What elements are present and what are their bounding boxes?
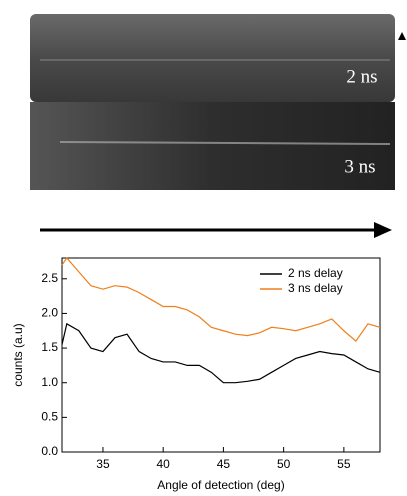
arrow-tip (398, 32, 406, 40)
y-tick-label: 2.5 (41, 271, 58, 285)
legend-label: 2 ns delay (288, 266, 343, 280)
legend-label: 3 ns delay (288, 281, 343, 295)
image-stripe (59, 141, 391, 145)
x-tick-label: 45 (217, 457, 231, 471)
y-tick-label: 1.5 (41, 340, 58, 354)
image-panel-2ns (30, 14, 395, 102)
x-tick-label: 55 (337, 457, 351, 471)
y-tick-label: 0.0 (41, 444, 58, 458)
plot-frame (61, 257, 381, 453)
arrow-head (374, 222, 392, 238)
x-tick-label: 50 (277, 457, 291, 471)
series-line (61, 257, 381, 343)
y-axis-label: counts (a.u) (11, 323, 25, 386)
x-tick-label: 35 (96, 457, 110, 471)
y-tick-label: 2.0 (41, 306, 58, 320)
y-tick-label: 0.5 (41, 410, 58, 424)
x-axis-label: Angle of detection (deg) (157, 478, 284, 492)
y-tick-label: 1.0 (41, 375, 58, 389)
image-label: 3 ns (344, 156, 375, 177)
image-label: 2 ns (346, 66, 377, 87)
series-line (61, 322, 381, 384)
x-tick-label: 40 (157, 457, 171, 471)
image-panel-3ns (30, 102, 395, 190)
